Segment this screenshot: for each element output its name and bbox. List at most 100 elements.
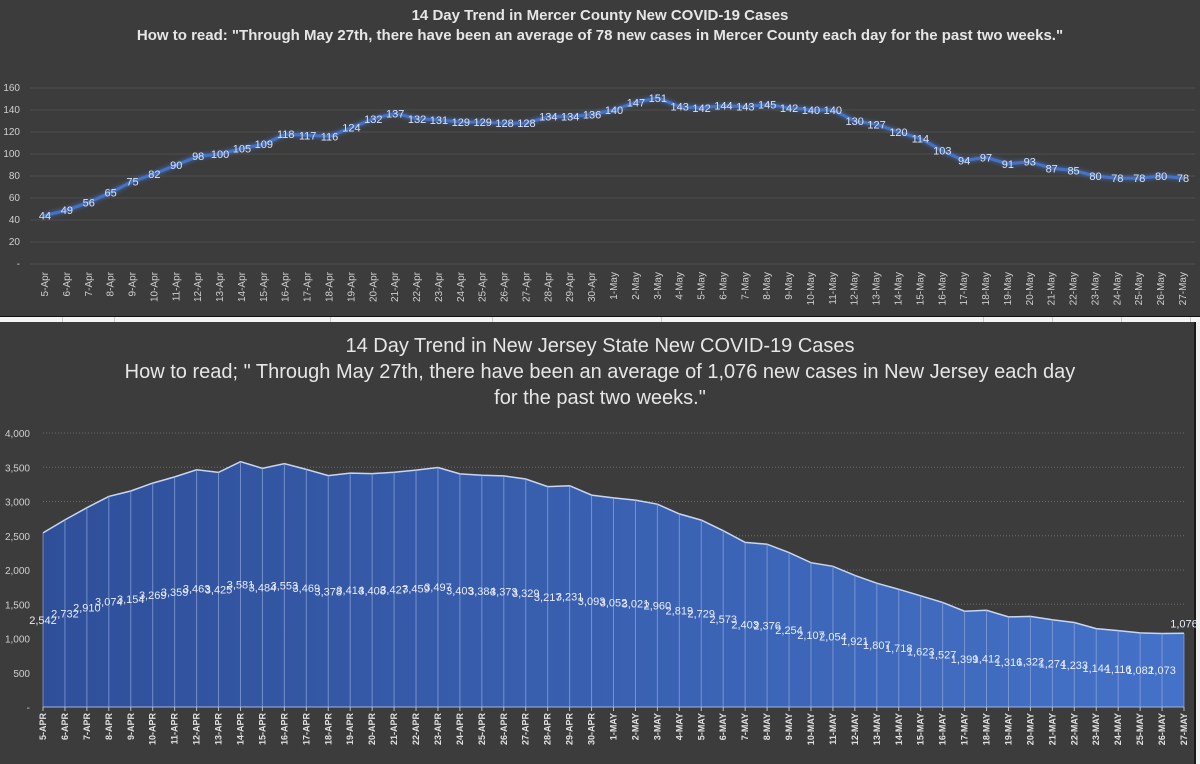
nj-x-tick-label: 13-APR [214,713,224,746]
mercer-data-point [328,134,331,138]
mercer-data-point [678,105,682,109]
nj-x-tick-label: 25-MAY [1135,713,1145,745]
nj-x-tick-label: 5-MAY [696,713,706,740]
nj-x-tick-label: 3-MAY [652,713,662,740]
mercer-x-tick-label: 14-May [894,272,905,305]
mercer-data-point [1050,166,1054,170]
mercer-data-point [875,122,879,126]
nj-x-tick-label: 30-APR [587,713,597,746]
mercer-x-tick-label: 1-May [609,272,620,300]
mercer-data-label: 94 [958,156,970,168]
nj-data-label: 3,231 [556,591,584,603]
nj-data-label: 1,082 [1126,665,1154,677]
mercer-x-tick-label: 30-Apr [587,271,598,302]
mercer-data-label: 75 [126,177,138,189]
mercer-data-point [393,111,397,115]
mercer-x-tick-label: 5-May [697,272,708,300]
mercer-x-tick-label: 6-Apr [62,271,73,296]
mercer-x-tick-label: 10-May [806,272,817,305]
mercer-data-point [1006,162,1010,166]
mercer-x-tick-label: 13-May [872,272,883,305]
nj-x-tick-label: 24-APR [455,713,465,746]
mercer-data-label: 100 [211,149,229,161]
nj-x-tick-label: 13-MAY [872,713,882,745]
mercer-x-tick-label: 17-May [959,272,970,305]
nj-x-tick-label: 14-MAY [894,713,904,745]
mercer-data-point [240,147,244,150]
nj-x-tick-label: 10-MAY [806,713,816,745]
mercer-x-tick-label: 2-May [631,272,642,300]
mercer-x-tick-label: 27-May [1178,272,1189,305]
mercer-x-tick-label: 7-Apr [84,271,95,296]
mercer-data-point [65,208,69,212]
mercer-data-label: 147 [627,97,645,109]
mercer-x-tick-label: 25-May [1134,272,1145,305]
mercer-data-point [831,108,835,112]
nj-data-label: 1,807 [863,640,891,652]
mercer-data-label: 124 [342,123,360,135]
mercer-data-point [349,126,353,130]
nj-data-label: 3,269 [139,590,167,602]
nj-x-tick-label: 19-APR [345,713,355,746]
nj-data-label: 3,074 [95,597,123,609]
nj-x-tick-label: 25-APR [477,713,487,746]
mercer-chart-panel [0,0,1200,316]
nj-data-label: 1,316 [995,657,1023,669]
mercer-x-tick-label: 14-Apr [237,271,248,302]
mercer-x-tick-label: 9-Apr [128,271,139,296]
mercer-x-tick-label: 15-Apr [259,271,270,302]
nj-x-tick-label: 7-MAY [740,713,750,740]
mercer-data-point [1115,176,1119,180]
mercer-data-point [940,149,944,153]
mercer-data-label: 129 [452,117,470,129]
mercer-data-label: 65 [105,188,117,200]
mercer-x-tick-label: 19-Apr [346,271,357,302]
nj-x-tick-label: 29-APR [565,713,575,746]
mercer-y-tick-label: 100 [3,149,20,160]
mercer-data-point [962,159,966,163]
mercer-x-tick-label: 17-Apr [303,271,314,302]
mercer-x-tick-label: 24-May [1112,272,1123,305]
nj-data-label: 2,107 [797,630,825,642]
mercer-x-tick-label: 6-May [718,272,729,300]
mercer-x-tick-label: 28-Apr [543,271,554,302]
mercer-data-label: 117 [299,130,317,142]
mercer-data-label: 56 [83,197,95,209]
nj-data-label: 1,718 [885,643,913,655]
mercer-data-point [897,130,900,134]
nj-x-tick-label: 23-APR [433,713,443,746]
mercer-data-point [109,191,113,194]
mercer-x-tick-label: 27-Apr [521,271,532,302]
mercer-data-point [196,154,200,158]
nj-x-tick-label: 4-MAY [674,713,684,740]
mercer-x-tick-label: 26-Apr [500,271,511,302]
mercer-data-point [437,118,441,122]
nj-y-tick-label: 2,500 [5,532,30,543]
mercer-data-label: 140 [802,105,820,117]
mercer-x-tick-label: 20-Apr [368,271,379,302]
nj-y-tick-label: 1,000 [5,635,30,646]
mercer-x-tick-label: 7-May [740,272,751,300]
mercer-data-label: 143 [736,102,754,114]
mercer-data-point [743,105,747,109]
mercer-data-label: 134 [539,112,557,124]
nj-x-tick-label: 8-APR [104,713,114,741]
nj-data-label: 2,054 [819,632,847,644]
mercer-x-tick-label: 18-Apr [325,271,336,302]
mercer-x-tick-label: 22-Apr [412,271,423,302]
nj-x-tick-label: 28-APR [543,713,553,746]
mercer-data-point [174,163,178,167]
mercer-data-point [43,214,47,218]
mercer-data-label: 93 [1024,157,1036,169]
mercer-data-point [809,108,813,112]
mercer-data-label: 78 [1133,173,1145,185]
mercer-data-label: 127 [867,119,885,131]
mercer-x-tick-label: 3-May [653,272,664,300]
nj-data-label: 3,469 [293,583,321,595]
nj-x-tick-label: 24-MAY [1113,713,1123,745]
mercer-x-tick-label: 19-May [1003,272,1014,305]
nj-x-tick-label: 6-APR [60,713,70,741]
mercer-data-point [262,142,266,146]
mercer-data-label: 131 [430,115,448,127]
